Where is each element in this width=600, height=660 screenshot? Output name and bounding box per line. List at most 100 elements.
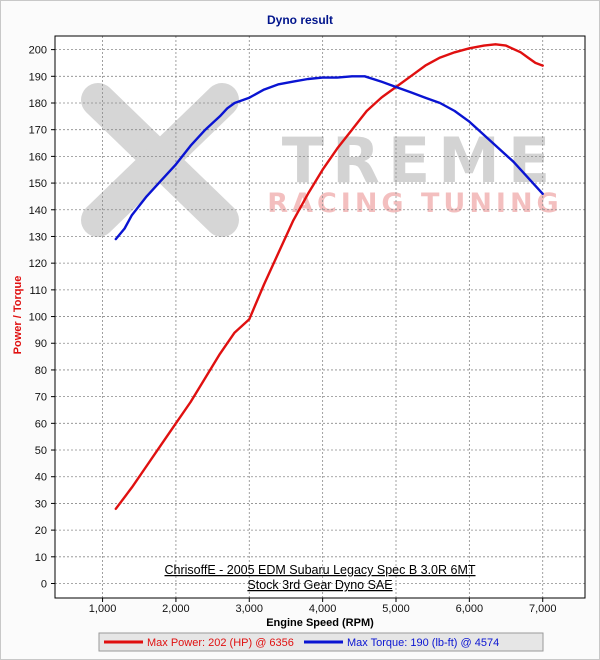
power-point bbox=[219, 353, 221, 355]
power-point bbox=[277, 251, 280, 254]
torque-point bbox=[468, 120, 471, 123]
torque-point bbox=[395, 86, 397, 88]
power-point bbox=[534, 62, 537, 64]
torque-point bbox=[233, 102, 236, 104]
power-point bbox=[248, 318, 251, 321]
x-axis-ticks: 1,000 2,000 3,000 4,000 5,000 6,000 7,000 bbox=[89, 598, 557, 615]
y-tick-label: 70 bbox=[35, 392, 47, 404]
torque-point bbox=[277, 83, 280, 86]
y-tick-label: 110 bbox=[29, 285, 47, 297]
y-tick-label: 30 bbox=[35, 498, 47, 510]
x-tick-label: 2,000 bbox=[162, 603, 190, 615]
power-point bbox=[292, 219, 295, 222]
x-tick-label: 1,000 bbox=[89, 603, 117, 615]
x-logo-mark bbox=[81, 83, 239, 237]
chart-title: Dyno result bbox=[267, 13, 333, 27]
power-curve bbox=[114, 43, 544, 510]
x-tick-label: 4,000 bbox=[309, 603, 337, 615]
power-point bbox=[321, 168, 324, 171]
power-point bbox=[519, 51, 522, 54]
y-tick-label: 10 bbox=[35, 552, 47, 564]
power-point bbox=[351, 128, 353, 131]
power-point bbox=[453, 51, 456, 54]
torque-point bbox=[160, 179, 163, 182]
power-point bbox=[424, 64, 427, 67]
y-tick-label: 90 bbox=[35, 338, 47, 350]
power-point bbox=[380, 96, 383, 99]
power-point bbox=[145, 465, 148, 467]
power-point bbox=[527, 56, 529, 59]
torque-curve bbox=[114, 75, 544, 241]
x-tick-label: 7,000 bbox=[529, 603, 557, 615]
y-tick-label: 80 bbox=[35, 365, 47, 377]
torque-point bbox=[380, 80, 383, 83]
power-point bbox=[160, 443, 163, 446]
torque-point bbox=[219, 115, 221, 118]
torque-point bbox=[114, 238, 117, 241]
torque-point bbox=[439, 102, 441, 104]
run-description-annotation: ChrisoffE - 2005 EDM Subaru Legacy Spec … bbox=[164, 563, 475, 577]
torque-point bbox=[453, 110, 456, 112]
y-tick-label: 60 bbox=[35, 418, 47, 430]
legend-torque-label: Max Torque: 190 (lb-ft) @ 4574 bbox=[347, 637, 499, 649]
x-axis-label: Engine Speed (RPM) bbox=[266, 617, 374, 629]
power-point bbox=[263, 283, 265, 286]
legend-power-label: Max Power: 202 (HP) @ 6356 bbox=[147, 637, 294, 649]
x-tick-label: 6,000 bbox=[456, 603, 484, 615]
torque-point bbox=[123, 227, 126, 230]
y-axis-label: Power / Torque bbox=[12, 276, 24, 355]
power-point bbox=[439, 56, 441, 59]
y-tick-label: 160 bbox=[29, 151, 47, 163]
torque-point bbox=[424, 96, 427, 99]
torque-point bbox=[527, 176, 529, 179]
torque-point bbox=[189, 144, 192, 147]
torque-point bbox=[248, 96, 251, 99]
legend: Max Power: 202 (HP) @ 6356 Max Torque: 1… bbox=[98, 632, 544, 652]
power-point bbox=[541, 64, 544, 67]
torque-point bbox=[131, 214, 133, 217]
y-tick-label: 190 bbox=[29, 71, 47, 83]
power-point bbox=[494, 43, 497, 46]
y-tick-label: 20 bbox=[35, 525, 47, 537]
torque-point bbox=[483, 134, 485, 136]
torque-point bbox=[351, 75, 353, 78]
torque-point bbox=[204, 128, 207, 131]
y-tick-label: 120 bbox=[29, 258, 47, 270]
power-point bbox=[365, 110, 368, 112]
power-point bbox=[468, 47, 471, 50]
y-tick-label: 0 bbox=[41, 579, 47, 591]
y-tick-label: 150 bbox=[29, 178, 47, 190]
power-point bbox=[233, 331, 236, 334]
torque-point bbox=[541, 192, 544, 195]
torque-point bbox=[409, 91, 412, 94]
torque-point bbox=[363, 75, 366, 78]
torque-point bbox=[512, 160, 515, 163]
power-point bbox=[409, 75, 412, 78]
y-tick-label: 180 bbox=[29, 98, 47, 110]
watermark-subtitle-text: RACING TUNING bbox=[267, 188, 562, 219]
torque-point bbox=[292, 80, 295, 83]
x-tick-label: 3,000 bbox=[236, 603, 264, 615]
run-condition-annotation: Stock 3rd Gear Dyno SAE bbox=[247, 578, 392, 592]
power-point bbox=[114, 507, 117, 510]
torque-point bbox=[175, 163, 177, 166]
torque-point bbox=[226, 107, 229, 110]
watermark-logo: TREME RACING TUNING bbox=[81, 83, 562, 237]
y-tick-label: 130 bbox=[29, 231, 47, 243]
power-point bbox=[336, 147, 339, 150]
y-tick-label: 50 bbox=[35, 445, 47, 457]
torque-point bbox=[145, 195, 148, 198]
y-axis-ticks: 0 10 20 30 40 50 60 70 80 90 100 110 120 130 140 150 160… bbox=[29, 45, 55, 591]
power-point bbox=[307, 192, 309, 195]
x-tick-label: 5,000 bbox=[382, 603, 410, 615]
y-tick-label: 170 bbox=[29, 125, 47, 137]
power-point bbox=[189, 401, 192, 403]
y-tick-label: 140 bbox=[29, 205, 47, 217]
torque-point bbox=[321, 76, 324, 79]
y-tick-label: 200 bbox=[29, 45, 47, 57]
torque-point bbox=[497, 147, 500, 150]
y-tick-label: 40 bbox=[35, 472, 47, 484]
torque-point bbox=[336, 76, 339, 79]
power-point bbox=[204, 377, 207, 379]
